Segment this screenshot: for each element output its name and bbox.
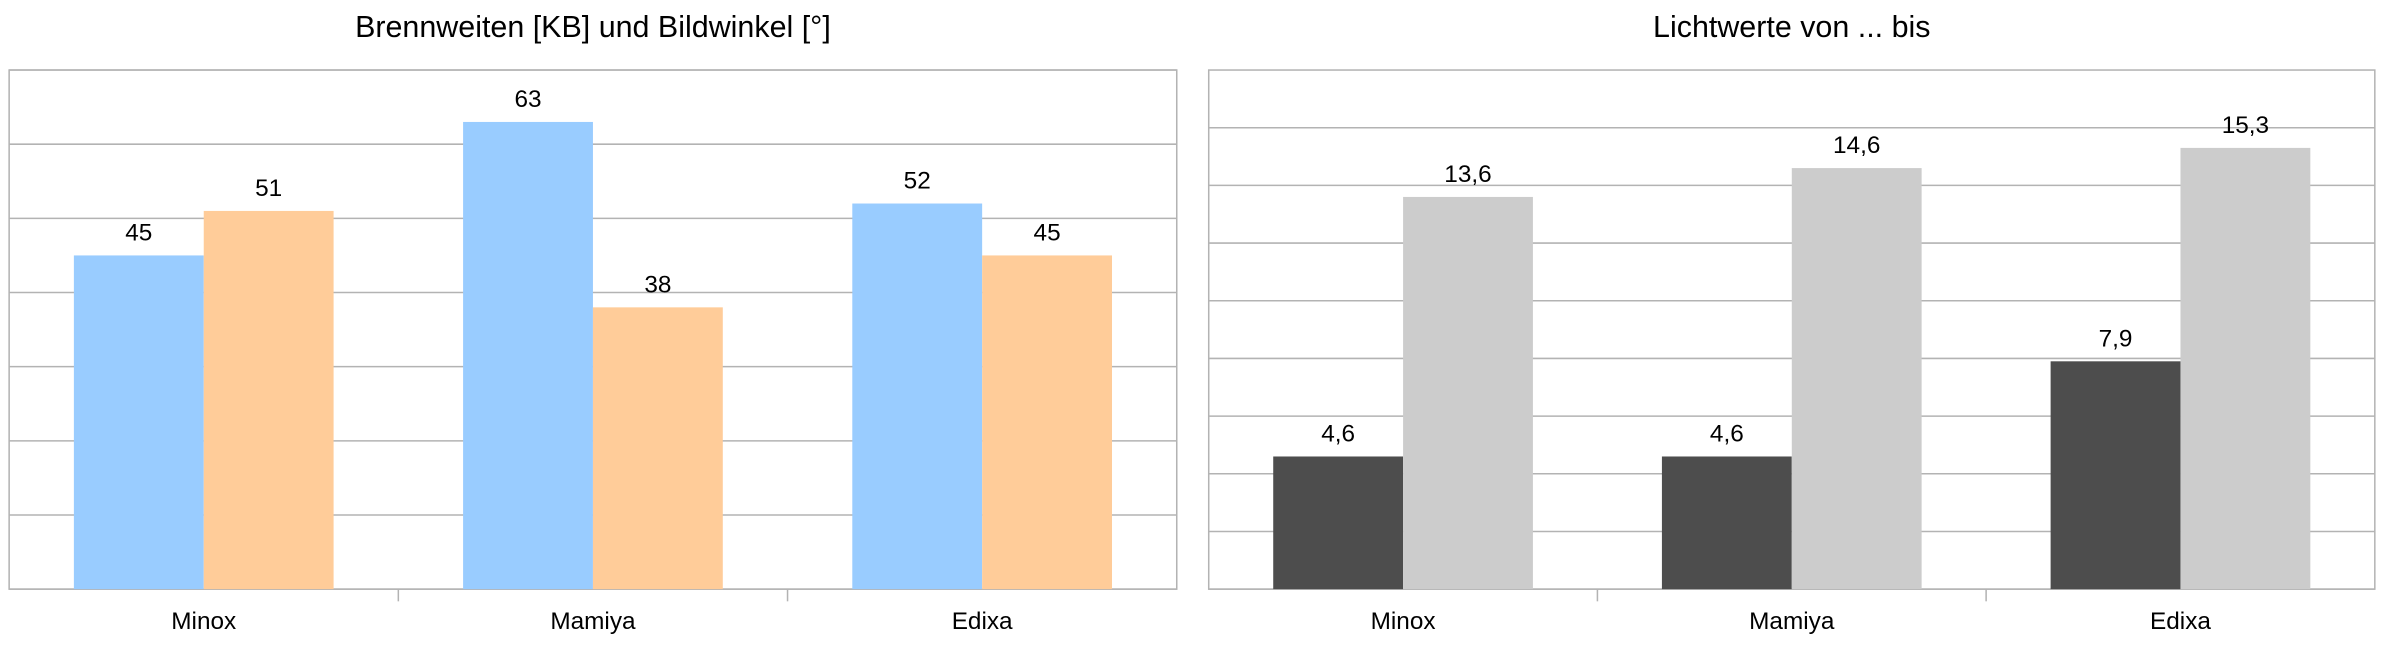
bar — [1661, 456, 1792, 590]
data-label: 4,6 — [1710, 421, 1744, 448]
chart-title: Lichtwerte von ... bis — [1653, 10, 1930, 44]
data-label: 13,6 — [1444, 161, 1491, 188]
data-label: 15,3 — [2222, 112, 2269, 139]
x-tick-label: Minox — [1371, 608, 1436, 635]
bar — [203, 210, 334, 590]
x-tick-label: Mamiya — [550, 608, 636, 635]
data-label: 51 — [255, 175, 282, 202]
x-tick-label: Edixa — [952, 608, 1013, 635]
bar — [592, 307, 723, 590]
x-tick-label: Minox — [171, 608, 236, 635]
data-label: 38 — [644, 271, 671, 298]
data-label: 63 — [514, 86, 541, 113]
bar — [1791, 168, 1922, 590]
x-tick-label: Edixa — [2150, 608, 2211, 635]
bar — [73, 255, 204, 590]
bar — [852, 203, 983, 590]
data-label: 14,6 — [1833, 132, 1880, 159]
data-label: 52 — [904, 168, 931, 195]
bar — [463, 121, 593, 590]
bar — [982, 255, 1113, 590]
bar — [2180, 147, 2311, 590]
bar — [2050, 361, 2181, 590]
data-label: 7,9 — [2099, 325, 2133, 352]
data-label: 45 — [125, 220, 152, 247]
bar — [1273, 456, 1404, 590]
data-label: 45 — [1034, 220, 1061, 247]
x-tick-label: Mamiya — [1749, 608, 1835, 635]
chart-title: Brennweiten [KB] und Bildwinkel [°] — [355, 10, 831, 44]
bar — [1403, 196, 1533, 590]
data-label: 4,6 — [1321, 421, 1355, 448]
